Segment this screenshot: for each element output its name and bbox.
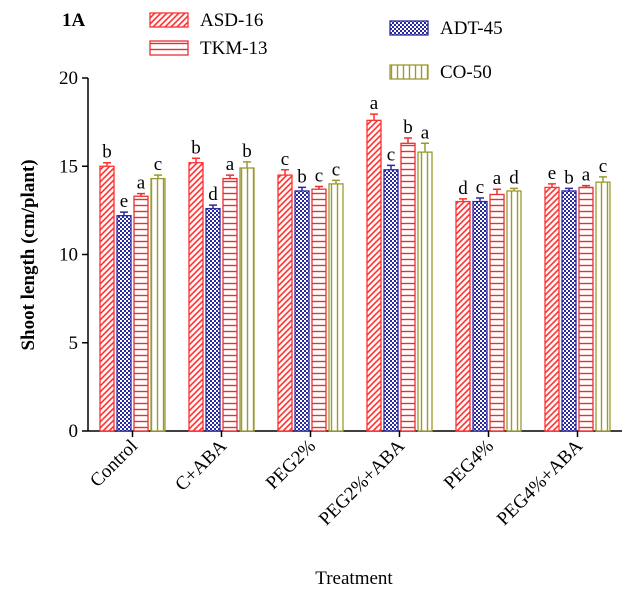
legend-label: ADT-45: [440, 18, 503, 39]
bar: [188, 162, 204, 432]
bar-annotation: e: [548, 163, 556, 184]
legend-swatch: [389, 20, 429, 36]
bar-annotation: a: [421, 122, 430, 143]
error-bar: [209, 204, 217, 209]
error-bar: [387, 164, 395, 170]
bar: [277, 174, 293, 432]
bar-annotation: b: [403, 117, 413, 138]
bar: [455, 200, 471, 432]
error-bar: [493, 188, 501, 195]
bar-annotation: a: [137, 173, 146, 194]
panel-label: 1A: [62, 10, 86, 31]
error-bar: [332, 179, 340, 184]
bar: [99, 165, 115, 432]
bar: [489, 193, 505, 432]
error-bar: [421, 142, 429, 153]
error-bar: [103, 161, 111, 167]
error-bar: [192, 157, 200, 163]
bar: [150, 177, 166, 432]
bar-annotation: c: [315, 166, 323, 187]
bar: [595, 181, 611, 432]
bar-annotation: e: [120, 191, 128, 212]
bar-annotation: a: [226, 154, 235, 175]
bar-annotation: a: [493, 168, 502, 189]
legend-label: ASD-16: [200, 10, 263, 31]
error-bar: [510, 187, 518, 191]
bar: [133, 195, 149, 432]
bar-annotation: d: [509, 167, 519, 188]
error-bar: [298, 186, 306, 191]
error-bar: [404, 137, 412, 144]
error-bar: [565, 187, 573, 191]
bar-annotation: c: [281, 149, 289, 170]
error-bar: [599, 176, 607, 183]
bar: [417, 151, 433, 432]
bar: [383, 169, 399, 432]
bar-annotation: d: [458, 178, 468, 199]
bar-annotation: c: [387, 144, 395, 165]
legend-label: TKM-13: [200, 38, 268, 59]
x-tick-label: C+ABA: [171, 435, 231, 495]
bar-annotation: c: [332, 159, 340, 180]
bar: [472, 200, 488, 432]
bar: [294, 190, 310, 432]
bar-annotation: a: [582, 165, 591, 186]
bar: [328, 183, 344, 432]
error-bar: [315, 185, 323, 190]
legend-swatch: [389, 64, 429, 80]
bar-annotation: b: [102, 142, 112, 163]
bar-annotation: b: [564, 167, 574, 188]
bar-annotation: b: [242, 141, 252, 162]
bar-annotation: b: [191, 137, 201, 158]
bar: [222, 177, 238, 432]
bar-annotation: c: [476, 177, 484, 198]
error-bar: [243, 161, 251, 169]
x-tick-label: PEG4%+ABA: [493, 435, 587, 529]
bar: [400, 142, 416, 432]
y-tick-label: 10: [59, 245, 78, 266]
error-bar: [226, 174, 234, 179]
bar-annotation: d: [208, 184, 218, 205]
bar: [311, 188, 327, 432]
legend-label: CO-50: [440, 62, 492, 83]
bar-annotation: c: [599, 156, 607, 177]
error-bar: [120, 211, 128, 216]
x-tick-label: Control: [86, 436, 142, 492]
bar: [506, 190, 522, 432]
bar: [205, 207, 221, 432]
bar: [116, 215, 132, 432]
error-bar: [281, 169, 289, 176]
y-axis-label: Shoot length (cm/plant): [18, 159, 39, 350]
y-tick-label: 15: [59, 156, 78, 177]
y-tick-label: 0: [69, 421, 79, 442]
bar: [578, 186, 594, 432]
error-bar: [476, 197, 484, 202]
bar: [561, 190, 577, 432]
x-tick-label: PEG2%+ABA: [315, 435, 409, 529]
x-axis-label: Treatment: [315, 568, 393, 589]
bar: [544, 186, 560, 432]
error-bar: [582, 184, 590, 188]
error-bar: [459, 198, 467, 202]
error-bar: [137, 192, 145, 197]
legend-swatch: [149, 12, 189, 28]
bar-annotation: b: [297, 166, 307, 187]
bar-annotation: a: [370, 93, 379, 114]
y-tick-label: 5: [69, 333, 79, 354]
legend-swatch: [149, 40, 189, 56]
error-bar: [370, 113, 378, 121]
error-bar: [548, 183, 556, 188]
y-tick-label: 20: [59, 68, 78, 89]
x-tick-label: PEG4%: [440, 436, 498, 494]
bar-annotation: c: [154, 154, 162, 175]
x-tick-label: PEG2%: [262, 436, 320, 494]
error-bar: [154, 174, 162, 179]
bar: [366, 119, 382, 432]
bar: [239, 167, 255, 432]
